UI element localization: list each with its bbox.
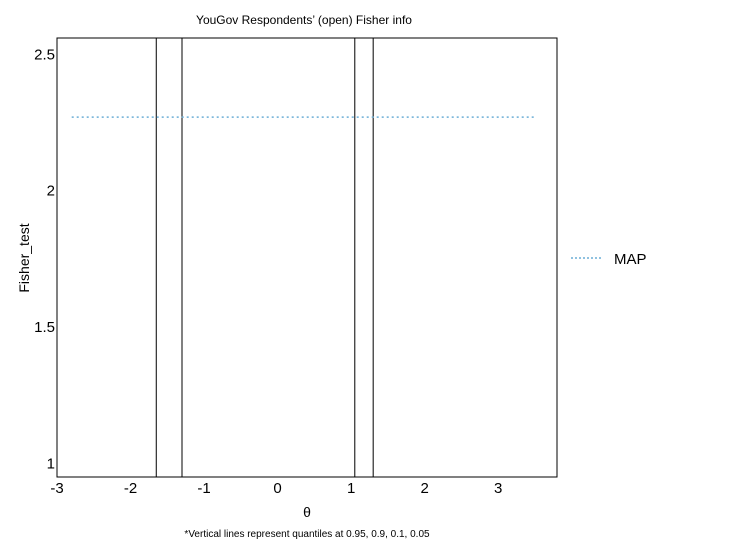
footnote: *Vertical lines represent quantiles at 0…	[184, 529, 430, 540]
quantile-lines	[155, 38, 374, 477]
x-tick-label: 0	[273, 480, 281, 497]
y-axis-ticks: 1 1.5 2 2.5	[34, 46, 55, 472]
chart-title: YouGov Respondents’ (open) Fisher info	[196, 13, 412, 27]
plot-area	[56, 37, 558, 478]
x-axis-label: θ	[303, 504, 311, 520]
x-axis-ticks: -3 -2 -1 0 1 2 3	[50, 480, 502, 497]
x-tick-label: 1	[347, 480, 355, 497]
x-tick-label: -2	[124, 480, 137, 497]
y-tick-label: 1.5	[34, 319, 55, 336]
x-tick-label: -1	[197, 480, 210, 497]
x-tick-label: 3	[494, 480, 502, 497]
x-tick-label: 2	[420, 480, 428, 497]
x-tick-label: -3	[50, 480, 63, 497]
y-tick-label: 1	[47, 455, 55, 472]
legend-label-map: MAP	[614, 251, 647, 268]
y-tick-label: 2.5	[34, 46, 55, 63]
y-axis-label: Fisher_test	[16, 223, 32, 292]
y-tick-label: 2	[47, 183, 55, 200]
legend: MAP	[571, 251, 647, 268]
